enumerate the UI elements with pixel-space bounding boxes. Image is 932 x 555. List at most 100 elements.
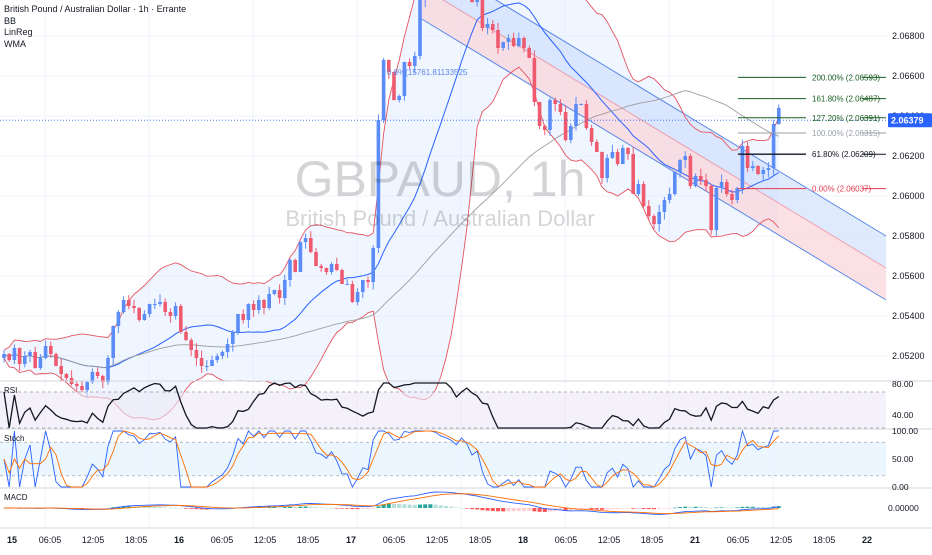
current-price-tag: 2.06379: [888, 113, 932, 128]
candle: [272, 289, 277, 296]
candle-body: [2, 354, 6, 358]
candle-body: [761, 170, 765, 174]
macd-histogram-bar: [355, 508, 360, 510]
candle: [491, 19, 495, 34]
macd-histogram-bar: [626, 508, 630, 509]
candle: [38, 354, 43, 370]
indicator-bb-label[interactable]: BB: [4, 15, 17, 26]
candle: [496, 22, 500, 54]
macd-histogram-bar: [288, 506, 292, 508]
candle: [205, 360, 209, 372]
candle-body: [121, 300, 126, 312]
candle: [751, 161, 755, 172]
candle-body: [111, 326, 115, 358]
macd-histogram-bar: [657, 508, 662, 509]
stoch-title: Stoch: [4, 434, 24, 443]
candle-body: [23, 356, 27, 364]
time-axis-label: 12:05: [82, 535, 105, 545]
candle: [361, 279, 365, 299]
candle: [12, 344, 17, 365]
time-axis-label: 18:05: [469, 535, 492, 545]
indicator-linreg-label[interactable]: LinReg: [4, 27, 33, 37]
candle: [288, 258, 292, 287]
candle: [584, 100, 589, 131]
candle-body: [168, 312, 173, 316]
fib-level-label: 161.80% (2.06487): [812, 95, 880, 104]
candle: [376, 114, 381, 254]
candle-body: [132, 306, 136, 308]
candle: [424, 0, 426, 8]
candle: [257, 295, 261, 314]
current-price-tag-bg: [888, 113, 932, 128]
candle-body: [491, 24, 495, 30]
time-axis-label: 18:05: [813, 535, 836, 545]
macd-histogram-bar: [407, 504, 412, 508]
fib-level-label: 61.80% (2.06209): [812, 150, 876, 159]
macd-histogram-bar: [142, 506, 147, 508]
time-axis-label: 21: [690, 535, 700, 545]
macd-histogram-bar: [90, 508, 95, 509]
candle-body: [615, 152, 620, 164]
candle-body: [766, 168, 771, 170]
candle-body: [652, 216, 656, 224]
candle: [392, 71, 396, 101]
macd-histogram-bar: [163, 507, 168, 508]
candle-body: [589, 128, 594, 142]
macd-histogram-bar: [714, 507, 719, 509]
candle: [59, 358, 63, 382]
candle-body: [641, 184, 646, 206]
macd-histogram-bar: [496, 508, 500, 512]
macd-histogram-bar: [324, 507, 329, 509]
candle-body: [527, 48, 531, 58]
candle: [480, 0, 485, 32]
price-axis-label: 2.05600: [892, 271, 925, 281]
candle: [522, 36, 526, 53]
watermark-name: British Pound / Australian Dollar: [285, 206, 594, 231]
macd-histogram-bar: [381, 504, 386, 508]
candle: [673, 171, 677, 196]
candle-body: [64, 374, 69, 378]
macd-histogram-bar: [605, 508, 610, 510]
candle-body: [215, 356, 219, 360]
candle: [80, 380, 84, 393]
candle-body: [735, 188, 739, 200]
candle-body: [777, 108, 781, 124]
macd-histogram-bar: [735, 507, 740, 509]
candle-body: [205, 366, 209, 367]
price-axis-label: 2.06800: [892, 31, 925, 41]
candle-body: [12, 348, 17, 360]
time-axis-label: 06:05: [727, 535, 750, 545]
candle-body: [574, 104, 578, 126]
macd-histogram-bar: [568, 508, 573, 511]
candle: [569, 123, 573, 144]
candle: [688, 153, 693, 189]
price-axis: 2.068002.066002.064002.062002.060002.058…: [892, 31, 925, 361]
candle: [381, 57, 386, 123]
candle: [329, 262, 334, 275]
candle: [251, 300, 256, 317]
macd-histogram-bar: [522, 508, 526, 511]
macd-histogram-bar: [329, 507, 334, 509]
candle-body: [475, 0, 479, 2]
macd-histogram-bar: [303, 506, 308, 508]
candle: [589, 124, 594, 147]
candle-body: [563, 112, 568, 140]
macd-histogram-bar: [267, 507, 272, 508]
candle-body: [647, 206, 651, 216]
candle-body: [210, 360, 214, 366]
macd-histogram-bar: [340, 508, 344, 509]
candle-body: [309, 238, 313, 252]
candle: [475, 0, 479, 7]
indicator-wma-label[interactable]: WMA: [4, 38, 26, 49]
candle: [652, 214, 656, 230]
candle-body: [17, 348, 22, 364]
price-axis-label: 2.05200: [892, 351, 925, 361]
candle-body: [600, 152, 604, 178]
candle: [485, 17, 490, 35]
candle-body: [106, 358, 110, 382]
time-axis: 15 06:05 12:05 18:05 16 06:05 12:05 18:05 17 06:0…: [7, 535, 872, 545]
macd-histogram-bar: [662, 508, 667, 509]
candle: [194, 343, 199, 366]
